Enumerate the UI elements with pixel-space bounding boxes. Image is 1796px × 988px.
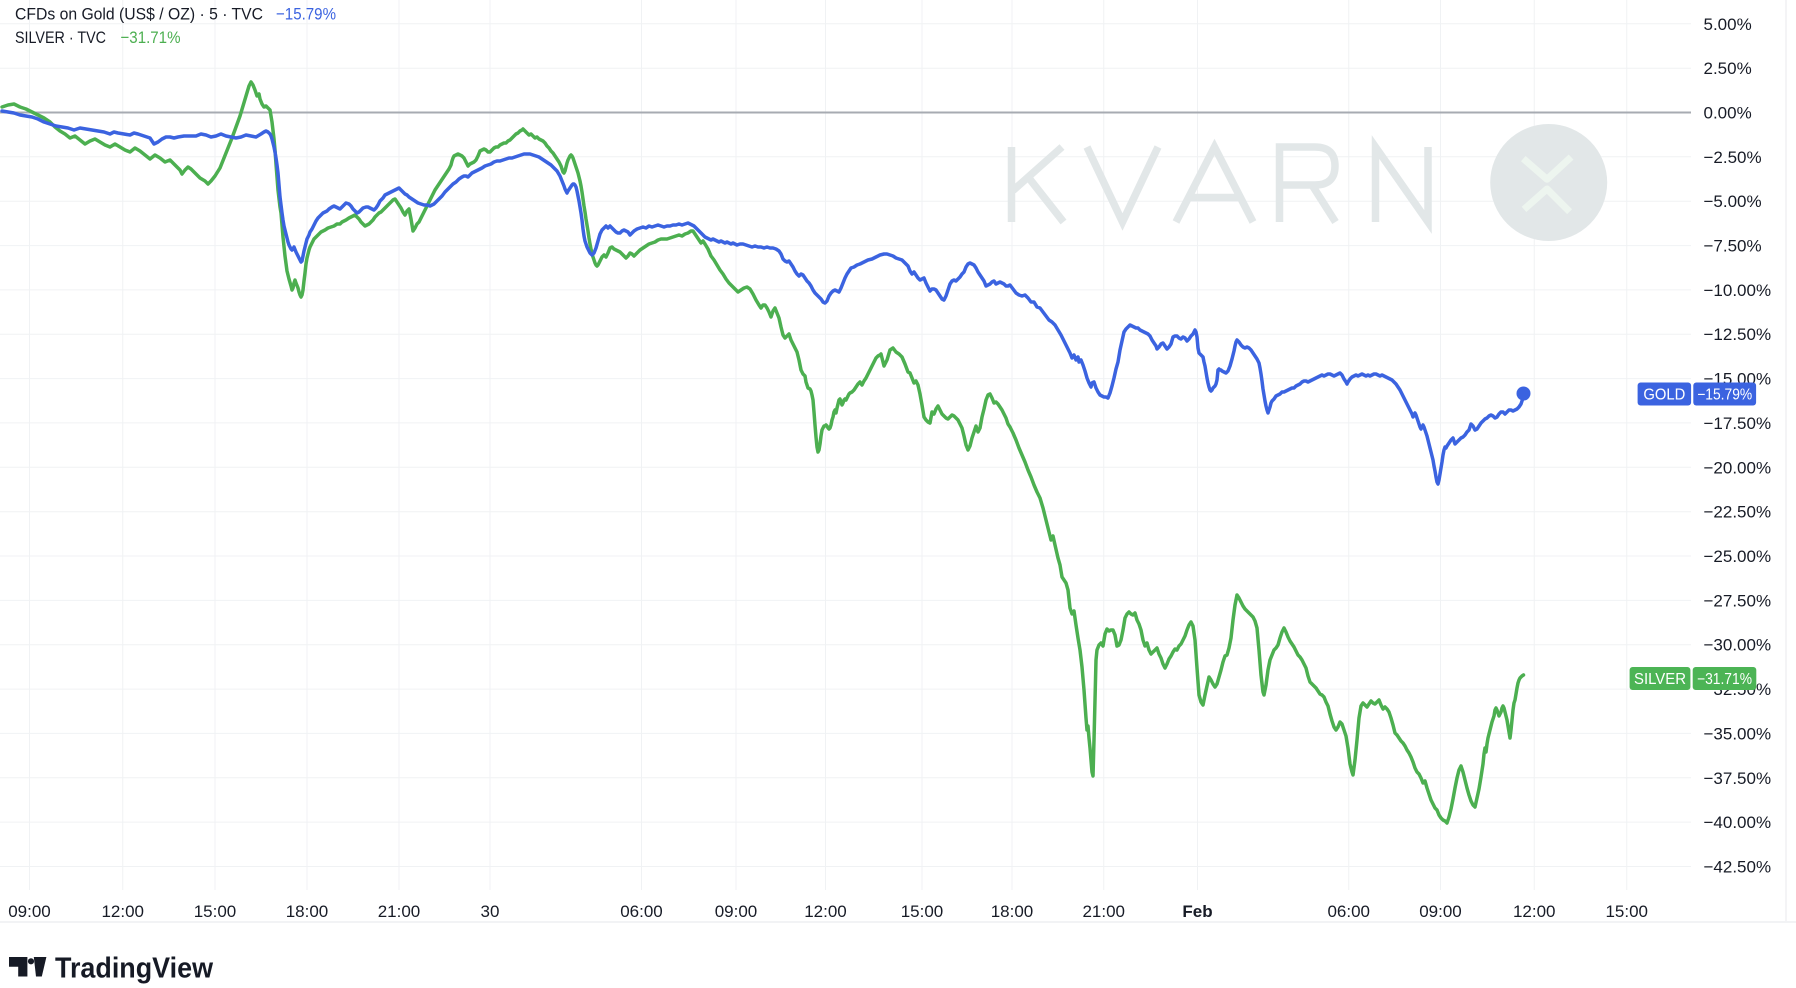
svg-text:21:00: 21:00	[378, 902, 421, 921]
svg-text:−30.00%: −30.00%	[1704, 636, 1772, 655]
svg-text:12:00: 12:00	[804, 902, 847, 921]
svg-text:−5.00%: −5.00%	[1704, 192, 1762, 211]
svg-text:15:00: 15:00	[901, 902, 944, 921]
svg-text:0.00%: 0.00%	[1704, 104, 1752, 123]
svg-text:SILVER · TVC: SILVER · TVC	[15, 28, 106, 47]
svg-text:12:00: 12:00	[1513, 902, 1556, 921]
svg-text:12:00: 12:00	[101, 902, 144, 921]
svg-text:−15.79%: −15.79%	[276, 5, 336, 24]
svg-text:−22.50%: −22.50%	[1704, 503, 1772, 522]
svg-text:09:00: 09:00	[8, 902, 51, 921]
svg-text:TradingView: TradingView	[55, 953, 214, 985]
svg-text:−35.00%: −35.00%	[1704, 724, 1772, 743]
svg-text:SILVER: SILVER	[1634, 671, 1686, 688]
svg-text:−31.71%: −31.71%	[1697, 671, 1752, 688]
svg-text:−12.50%: −12.50%	[1704, 325, 1772, 344]
svg-text:2.50%: 2.50%	[1704, 59, 1752, 78]
svg-text:GOLD: GOLD	[1643, 386, 1685, 403]
svg-text:−15.79%: −15.79%	[1697, 386, 1752, 403]
svg-text:−42.50%: −42.50%	[1704, 858, 1772, 877]
svg-text:−17.50%: −17.50%	[1704, 414, 1772, 433]
svg-text:15:00: 15:00	[194, 902, 237, 921]
svg-text:Feb: Feb	[1182, 902, 1212, 921]
svg-text:−7.50%: −7.50%	[1704, 237, 1762, 256]
svg-text:06:00: 06:00	[1327, 902, 1370, 921]
svg-text:09:00: 09:00	[715, 902, 758, 921]
svg-text:−40.00%: −40.00%	[1704, 813, 1772, 832]
svg-text:−31.71%: −31.71%	[121, 28, 181, 47]
svg-text:5.00%: 5.00%	[1704, 15, 1752, 34]
svg-text:18:00: 18:00	[991, 902, 1034, 921]
svg-text:30: 30	[481, 902, 500, 921]
svg-text:−10.00%: −10.00%	[1704, 281, 1772, 300]
svg-text:−27.50%: −27.50%	[1704, 591, 1772, 610]
svg-text:−25.00%: −25.00%	[1704, 547, 1772, 566]
svg-text:−37.50%: −37.50%	[1704, 769, 1772, 788]
svg-text:−20.00%: −20.00%	[1704, 458, 1772, 477]
svg-text:−2.50%: −2.50%	[1704, 148, 1762, 167]
svg-text:06:00: 06:00	[620, 902, 663, 921]
svg-text:18:00: 18:00	[286, 902, 329, 921]
svg-text:CFDs on Gold (US$ / OZ) · 5 ·: CFDs on Gold (US$ / OZ) · 5 · TVC	[15, 5, 263, 24]
svg-text:09:00: 09:00	[1419, 902, 1462, 921]
svg-text:15:00: 15:00	[1605, 902, 1648, 921]
svg-text:21:00: 21:00	[1082, 902, 1125, 921]
